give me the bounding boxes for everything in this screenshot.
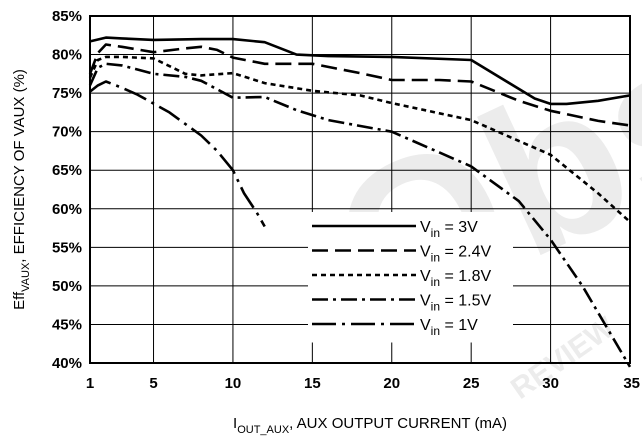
- y-tick-label: 65%: [52, 162, 82, 179]
- series-line-3V: [89, 36, 631, 106]
- series-group: [88, 36, 632, 368]
- series-line-2.4V: [88, 43, 631, 127]
- x-tick-label: 25: [463, 375, 480, 392]
- y-tick-label: 40%: [52, 355, 82, 372]
- legend-box: [308, 212, 513, 343]
- legend-label: Vin = 3V: [420, 219, 478, 240]
- plot-frame: [89, 15, 631, 364]
- x-tick-label: 20: [383, 375, 400, 392]
- series-line-1.5V: [88, 62, 632, 368]
- y-axis-label: EffVAUX, EFFICIENCY OF VAUX (%): [11, 69, 32, 310]
- legend: Vin = 3V Vin = 2.4V Vin = 1.8V Vin = 1.5V Vi…: [308, 212, 513, 343]
- x-tick-label: 30: [542, 375, 559, 392]
- ticks: 40%45%50%55%60%65%70%75%80%85%1 5 10 15 20 25…: [52, 8, 640, 392]
- x-tick-label: 35: [623, 375, 640, 392]
- y-tick-label: 50%: [52, 278, 82, 295]
- series-line-1V: [89, 80, 266, 228]
- axis-labels: IOUT_AUX, AUX OUTPUT CURRENT (mA) EffVAUX…: [11, 69, 507, 436]
- x-axis-label: IOUT_AUX, AUX OUTPUT CURRENT (mA): [233, 415, 507, 436]
- y-tick-label: 60%: [52, 201, 82, 218]
- legend-label: Vin = 1V: [420, 317, 478, 338]
- legend-label: Vin = 1.5V: [420, 293, 491, 314]
- series-line-1.8V: [88, 55, 631, 223]
- legend-label: Vin = 2.4V: [420, 244, 491, 265]
- x-tick-label: 1: [86, 375, 94, 392]
- y-tick-label: 85%: [52, 8, 82, 25]
- y-tick-label: 55%: [52, 239, 82, 256]
- x-tick-label: 5: [149, 375, 157, 392]
- y-tick-label: 70%: [52, 124, 82, 141]
- y-tick-label: 75%: [52, 85, 82, 102]
- y-tick-label: 45%: [52, 316, 82, 333]
- x-tick-label: 15: [304, 375, 321, 392]
- y-tick-label: 80%: [52, 47, 82, 64]
- legend-label: Vin = 1.8V: [420, 268, 491, 289]
- x-tick-label: 10: [225, 375, 242, 392]
